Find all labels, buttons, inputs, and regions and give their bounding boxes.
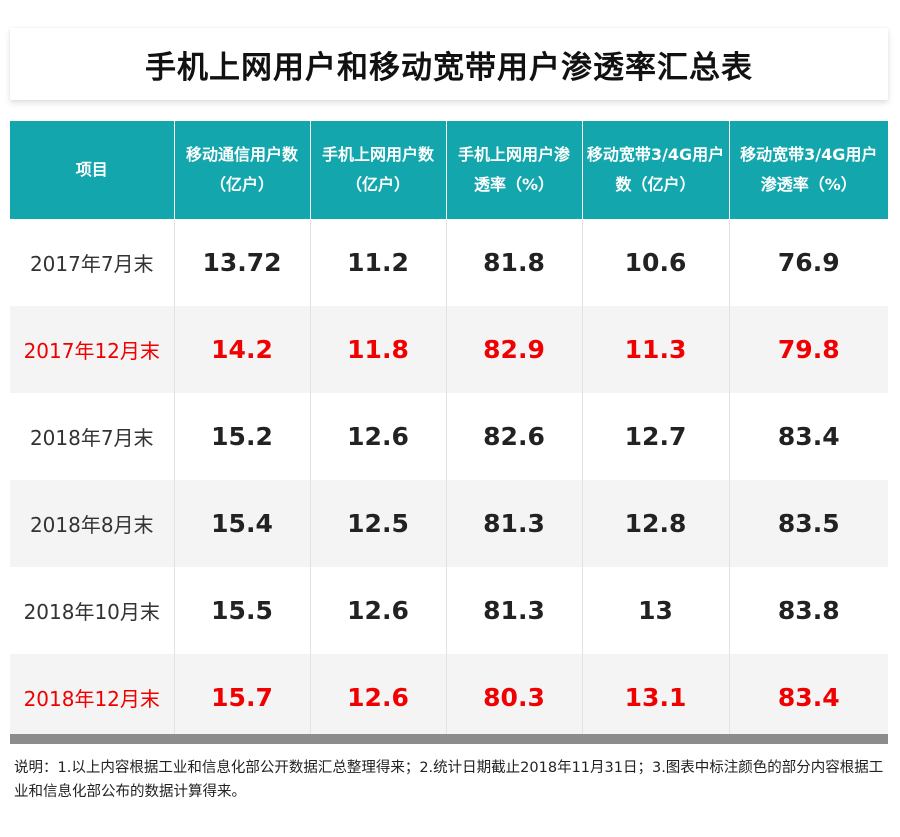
header-mobile-internet-penetration: 手机上网用户渗透率（%） <box>446 121 583 219</box>
cell-mobile-internet-users: 11.2 <box>310 219 447 306</box>
header-item: 项目 <box>10 121 175 219</box>
cell-mobile-internet-penetration: 81.3 <box>446 567 583 654</box>
cell-broadband-users: 10.6 <box>582 219 730 306</box>
table-row: 2018年10月末 15.5 12.6 81.3 13 83.8 <box>10 567 888 654</box>
cell-broadband-users: 13 <box>582 567 730 654</box>
row-label: 2018年12月末 <box>10 654 175 741</box>
cell-mobile-users: 14.2 <box>174 306 311 393</box>
cell-broadband-users: 12.7 <box>582 393 730 480</box>
cell-broadband-penetration: 76.9 <box>729 219 888 306</box>
cell-mobile-users: 15.7 <box>174 654 311 741</box>
header-mobile-users: 移动通信用户数（亿户） <box>174 121 311 219</box>
cell-mobile-internet-users: 12.6 <box>310 393 447 480</box>
row-label: 2018年10月末 <box>10 567 175 654</box>
cell-mobile-users: 13.72 <box>174 219 311 306</box>
table-row: 2018年7月末 15.2 12.6 82.6 12.7 83.4 <box>10 393 888 480</box>
cell-broadband-users: 11.3 <box>582 306 730 393</box>
cell-broadband-penetration: 79.8 <box>729 306 888 393</box>
cell-mobile-internet-penetration: 81.8 <box>446 219 583 306</box>
row-label: 2017年12月末 <box>10 306 175 393</box>
table-row-highlighted: 2018年12月末 15.7 12.6 80.3 13.1 83.4 <box>10 654 888 741</box>
table-row: 2018年8月末 15.4 12.5 81.3 12.8 83.5 <box>10 480 888 567</box>
cell-mobile-internet-users: 12.6 <box>310 654 447 741</box>
cell-mobile-internet-users: 12.5 <box>310 480 447 567</box>
row-label: 2018年8月末 <box>10 480 175 567</box>
cell-broadband-penetration: 83.5 <box>729 480 888 567</box>
header-broadband-users: 移动宽带3/4G用户数（亿户） <box>582 121 730 219</box>
cell-mobile-users: 15.2 <box>174 393 311 480</box>
row-label: 2017年7月末 <box>10 219 175 306</box>
header-broadband-penetration: 移动宽带3/4G用户渗透率（%） <box>729 121 888 219</box>
cell-broadband-users: 13.1 <box>582 654 730 741</box>
cell-mobile-internet-penetration: 81.3 <box>446 480 583 567</box>
cell-mobile-internet-penetration: 82.6 <box>446 393 583 480</box>
title-box: 手机上网用户和移动宽带用户渗透率汇总表 <box>10 28 888 100</box>
table-row-highlighted: 2017年12月末 14.2 11.8 82.9 11.3 79.8 <box>10 306 888 393</box>
page-title: 手机上网用户和移动宽带用户渗透率汇总表 <box>145 49 753 86</box>
footnote: 说明：1.以上内容根据工业和信息化部公开数据汇总整理得来；2.统计日期截止201… <box>14 760 884 800</box>
cell-broadband-penetration: 83.4 <box>729 654 888 741</box>
table-bottom-bar <box>10 734 888 744</box>
cell-broadband-penetration: 83.8 <box>729 567 888 654</box>
cell-broadband-users: 12.8 <box>582 480 730 567</box>
cell-broadband-penetration: 83.4 <box>729 393 888 480</box>
cell-mobile-internet-penetration: 80.3 <box>446 654 583 741</box>
header-mobile-internet-users: 手机上网用户数（亿户） <box>310 121 447 219</box>
header-row: 项目 移动通信用户数（亿户） 手机上网用户数（亿户） 手机上网用户渗透率（%） … <box>10 121 888 219</box>
summary-table: 项目 移动通信用户数（亿户） 手机上网用户数（亿户） 手机上网用户渗透率（%） … <box>10 121 888 741</box>
cell-mobile-internet-users: 11.8 <box>310 306 447 393</box>
row-label: 2018年7月末 <box>10 393 175 480</box>
table-row: 2017年7月末 13.72 11.2 81.8 10.6 76.9 <box>10 219 888 306</box>
cell-mobile-internet-users: 12.6 <box>310 567 447 654</box>
cell-mobile-internet-penetration: 82.9 <box>446 306 583 393</box>
cell-mobile-users: 15.5 <box>174 567 311 654</box>
cell-mobile-users: 15.4 <box>174 480 311 567</box>
